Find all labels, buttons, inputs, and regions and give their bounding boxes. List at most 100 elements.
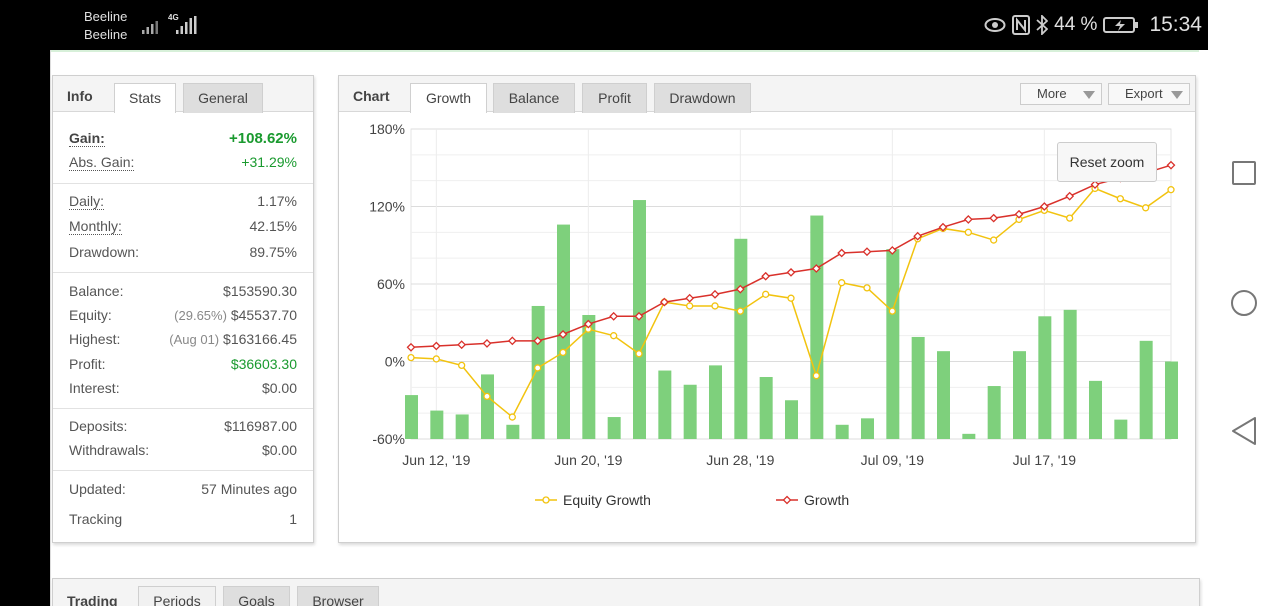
status-bar: Beeline Beeline 4G 44 % 15:34 [0,0,1208,50]
tab-balance[interactable]: Balance [493,83,575,113]
growth-point [533,336,543,346]
monthly-row: Monthly: 42.15% [69,216,297,236]
highest-value: $163166.45 [223,331,297,347]
tab-browser[interactable]: Browser [297,586,379,606]
daily-bar [785,400,798,439]
equity-label: Equity: [69,307,112,323]
nfc-icon [1012,15,1031,35]
daily-value: 1.17% [257,193,297,209]
equity-growth-point [534,364,542,372]
daily-bar [1165,361,1178,439]
chart-panel: Chart Growth Balance Profit Drawdown Mor… [338,75,1196,543]
eye-comfort-icon [984,18,1006,32]
equity-growth-point [990,236,998,244]
deposits-value: $116987.00 [224,418,297,434]
info-panel-title: Info [67,88,93,104]
growth-point [989,213,999,223]
daily-bar [1038,316,1052,439]
equity-row: Equity: (29.65%) $45537.70 [69,305,297,325]
growth-point [659,297,669,307]
equity-growth-point [964,228,972,236]
daily-bar [1013,351,1026,439]
more-dropdown[interactable]: More [1020,83,1102,105]
divider [53,272,313,273]
balance-label: Balance: [69,283,124,299]
growth-point [1014,209,1024,219]
gain-label: Gain: [69,130,105,147]
equity-growth-point [1167,186,1175,194]
carrier-name-2: Beeline [84,27,128,42]
daily-bar [1089,380,1102,439]
daily-bar [405,395,418,439]
status-icons: 44 % 15:34 [984,12,1202,38]
home-button[interactable] [1231,290,1257,316]
tab-goals[interactable]: Goals [223,586,290,606]
growth-point [735,284,745,294]
daily-bar [1139,340,1153,439]
divider [53,183,313,184]
growth-point [837,248,847,258]
tracking-value: 1 [289,511,297,527]
deposits-label: Deposits: [69,418,128,434]
back-button[interactable] [1230,416,1258,446]
drawdown-label: Drawdown: [69,244,140,260]
equity-growth-point [838,279,846,287]
y-tick-label: 120% [369,199,405,215]
tracking-row: Tracking 1 [69,509,297,529]
profit-label: Profit: [69,356,106,372]
highest-date: (Aug 01) [169,332,220,347]
deposits-row: Deposits: $116987.00 [69,416,297,436]
balance-row: Balance: $153590.30 [69,281,297,301]
growth-point [811,264,821,273]
tab-growth[interactable]: Growth [410,83,487,113]
monthly-value: 42.15% [249,218,297,234]
growth-point [457,340,467,350]
tab-stats[interactable]: Stats [114,83,176,113]
daily-bar [582,315,596,439]
growth-point [507,336,517,346]
equity-percent: (29.65%) [174,308,227,323]
y-tick-label: 60% [377,276,405,292]
growth-point [634,311,644,321]
growth-point [1090,180,1100,189]
gain-value: +108.62% [229,130,297,147]
equity-growth-point [863,284,871,292]
equity-growth-point [559,348,567,357]
equity-growth-point [736,307,744,315]
daily-bar [658,370,672,439]
info-tabbar: Info Stats General [53,76,313,113]
tab-general[interactable]: General [183,83,263,113]
monthly-label: Monthly: [69,218,122,235]
abs-gain-row: Abs. Gain: +31.29% [69,152,297,172]
daily-bar [962,433,976,439]
legend-marker [542,496,550,504]
tab-periods[interactable]: Periods [138,586,216,606]
growth-point [913,231,923,241]
page-content: Info Stats General Gain: +108.62% Abs. G… [50,50,1208,606]
equity-growth-point [432,355,440,363]
legend-marker [782,495,792,505]
recent-apps-button[interactable] [1232,161,1256,185]
chart-tabbar: Chart Growth Balance Profit Drawdown Mor… [339,76,1195,113]
legend-label: Equity Growth [563,492,651,508]
tab-drawdown[interactable]: Drawdown [654,83,751,113]
chevron-down-icon [1083,91,1095,99]
equity-growth-point [483,392,491,401]
daily-row: Daily: 1.17% [69,191,297,211]
tab-profit[interactable]: Profit [582,83,647,113]
growth-point [1166,160,1176,170]
divider [53,408,313,409]
signal-strength-icon [142,21,158,34]
drawdown-value: 89.75% [249,244,297,260]
export-dropdown[interactable]: Export [1108,83,1190,105]
withdrawals-value: $0.00 [261,442,297,458]
daily-bar [911,336,925,439]
balance-value: $153590.30 [223,283,297,299]
daily-bar [709,365,722,439]
daily-bar [455,414,469,439]
gain-row: Gain: +108.62% [69,128,297,148]
clock: 15:34 [1149,13,1202,36]
x-tick-label: Jul 17, '19 [1013,452,1077,468]
reset-zoom-button[interactable]: Reset zoom [1057,142,1157,182]
growth-chart[interactable]: 180% 120% 60% 0% -60% Jun 12, '19 Jun 20, '19 J… [339,112,1195,542]
